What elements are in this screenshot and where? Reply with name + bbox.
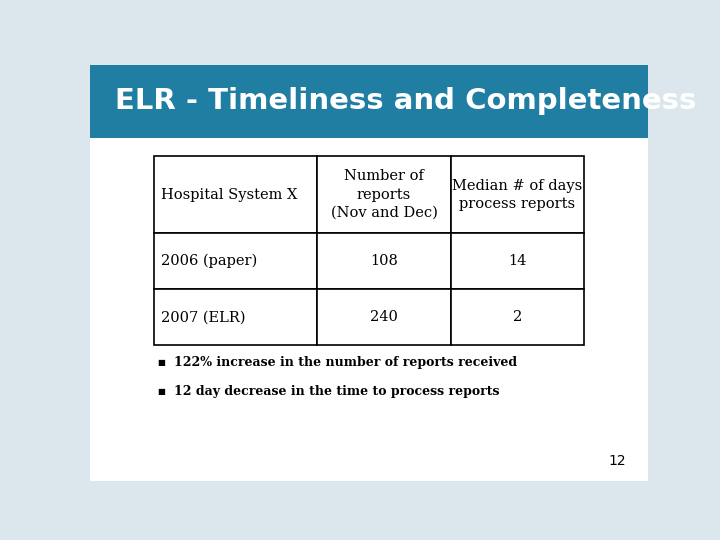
Text: 122% increase in the number of reports received: 122% increase in the number of reports r… [174,356,517,369]
Bar [451,156,584,233]
Text: 108: 108 [370,254,398,268]
Bar [154,233,318,289]
Bar [90,138,648,481]
Bar [154,156,318,233]
Text: 12: 12 [608,454,626,468]
Bar [154,289,318,346]
Text: 2006 (paper): 2006 (paper) [161,254,257,268]
Text: Number of
reports
(Nov and Dec): Number of reports (Nov and Dec) [330,170,438,220]
Text: ELR - Timeliness and Completeness: ELR - Timeliness and Completeness [115,87,696,115]
Text: 12 day decrease in the time to process reports: 12 day decrease in the time to process r… [174,384,499,397]
Bar [451,289,584,346]
Text: 2: 2 [513,310,522,325]
Text: 240: 240 [370,310,398,325]
Text: Hospital System X: Hospital System X [161,188,297,202]
Bar [90,65,648,138]
Text: ■: ■ [157,357,165,367]
Text: 2007 (ELR): 2007 (ELR) [161,310,246,325]
Bar [318,233,451,289]
Bar [318,289,451,346]
Bar [318,156,451,233]
Text: ■: ■ [157,387,165,396]
Text: Median # of days
process reports: Median # of days process reports [452,179,582,211]
Text: 14: 14 [508,254,526,268]
Bar [451,233,584,289]
